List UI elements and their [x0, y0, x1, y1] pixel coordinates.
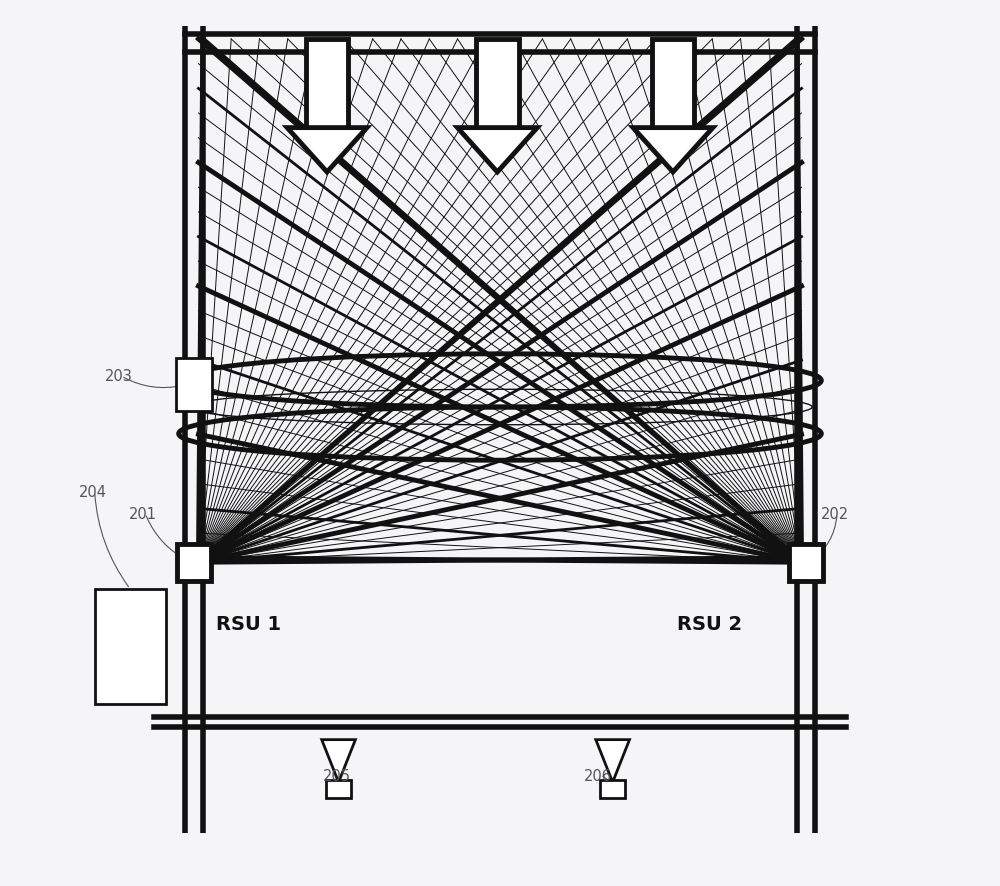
Bar: [176, 359, 212, 412]
Polygon shape: [322, 740, 355, 782]
Text: 206: 206: [584, 767, 612, 782]
Text: 201: 201: [129, 506, 157, 521]
Text: RSU 1: RSU 1: [216, 614, 281, 633]
Bar: [652, 40, 694, 128]
Polygon shape: [287, 128, 367, 173]
Bar: [177, 544, 211, 581]
Polygon shape: [633, 128, 713, 173]
Text: 203: 203: [105, 369, 133, 384]
Bar: [476, 40, 519, 128]
Text: 205: 205: [323, 767, 351, 782]
Bar: [95, 589, 166, 704]
Bar: [789, 544, 823, 581]
Text: RSU 2: RSU 2: [677, 614, 743, 633]
Text: 202: 202: [821, 506, 849, 521]
Bar: [306, 40, 348, 128]
Polygon shape: [596, 740, 630, 782]
Bar: [600, 781, 625, 798]
Polygon shape: [457, 128, 537, 173]
Text: 204: 204: [79, 484, 107, 499]
Bar: [326, 781, 351, 798]
